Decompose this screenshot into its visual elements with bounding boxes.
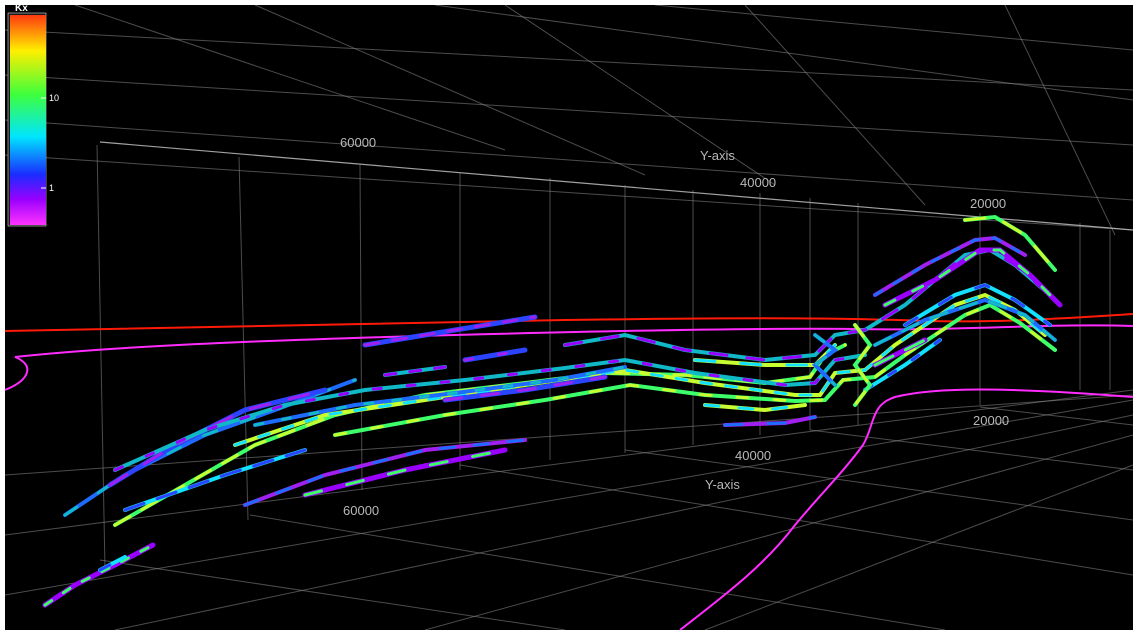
formation-strand-overlay	[303, 448, 507, 497]
3d-scene-canvas[interactable]: 60000 40000 20000 Y-axis 60000 40000 200…	[5, 5, 1133, 630]
formation-strand-overlay	[383, 365, 447, 377]
lower-tick-40000: 40000	[735, 448, 771, 463]
upper-tick-40000: 40000	[740, 175, 776, 190]
upper-tick-60000: 60000	[340, 135, 376, 150]
formation-strand-overlay	[903, 283, 1052, 327]
formation-strand-overlay	[98, 555, 127, 572]
upper-tick-20000: 20000	[970, 196, 1006, 211]
formation-strand[interactable]	[863, 338, 942, 392]
magenta-outline-curve	[5, 324, 1133, 391]
formation-strand-overlay	[443, 375, 607, 402]
kx-color-legend: Kx 10 1	[7, 5, 59, 227]
lower-tick-60000: 60000	[343, 503, 379, 518]
formation-strand-overlay	[363, 315, 537, 347]
formation-strand-overlay	[723, 415, 817, 427]
formation-strand-overlay	[253, 365, 627, 427]
vertical-grid	[96, 144, 1111, 571]
axis-labels: 60000 40000 20000 Y-axis 60000 40000 200…	[340, 135, 1009, 518]
legend-colorbar	[10, 15, 46, 225]
formation-strands[interactable]	[42, 214, 1063, 608]
lower-grid	[5, 389, 1133, 630]
formation-strand[interactable]	[703, 403, 807, 413]
formation-strand-overlay	[563, 248, 1052, 362]
upper-grid	[5, 5, 1133, 236]
formation-strand-overlay	[963, 215, 1057, 272]
lower-tick-20000: 20000	[973, 413, 1009, 428]
formation-strand-overlay	[693, 343, 837, 367]
legend-label-10: 10	[49, 93, 59, 103]
formation-strand-overlay	[233, 293, 1047, 447]
formation-strand-overlay	[873, 236, 1027, 297]
formation-strand[interactable]	[882, 247, 1063, 308]
red-outline-curve	[5, 313, 1133, 332]
formation-strand-overlay	[873, 338, 927, 367]
formation-strand-overlay	[63, 378, 357, 517]
formation-strand[interactable]	[42, 542, 156, 608]
formation-strand-overlay	[123, 448, 307, 512]
upper-axis-title: Y-axis	[700, 148, 735, 163]
formation-strand-overlay	[812, 333, 838, 387]
legend-title: Kx	[15, 5, 28, 14]
magenta-boundary-curve	[679, 388, 1133, 630]
formation-strand-overlay	[853, 323, 872, 407]
formation-strand-overlay	[873, 298, 1057, 347]
formation-strand[interactable]	[462, 347, 528, 363]
formation-strand-overlay	[333, 303, 1057, 437]
formation-strand-overlay	[243, 438, 527, 507]
lower-axis-title: Y-axis	[705, 477, 740, 492]
formation-strand-overlay	[113, 353, 867, 472]
legend-label-1: 1	[49, 183, 54, 193]
scene-background	[5, 5, 1133, 630]
